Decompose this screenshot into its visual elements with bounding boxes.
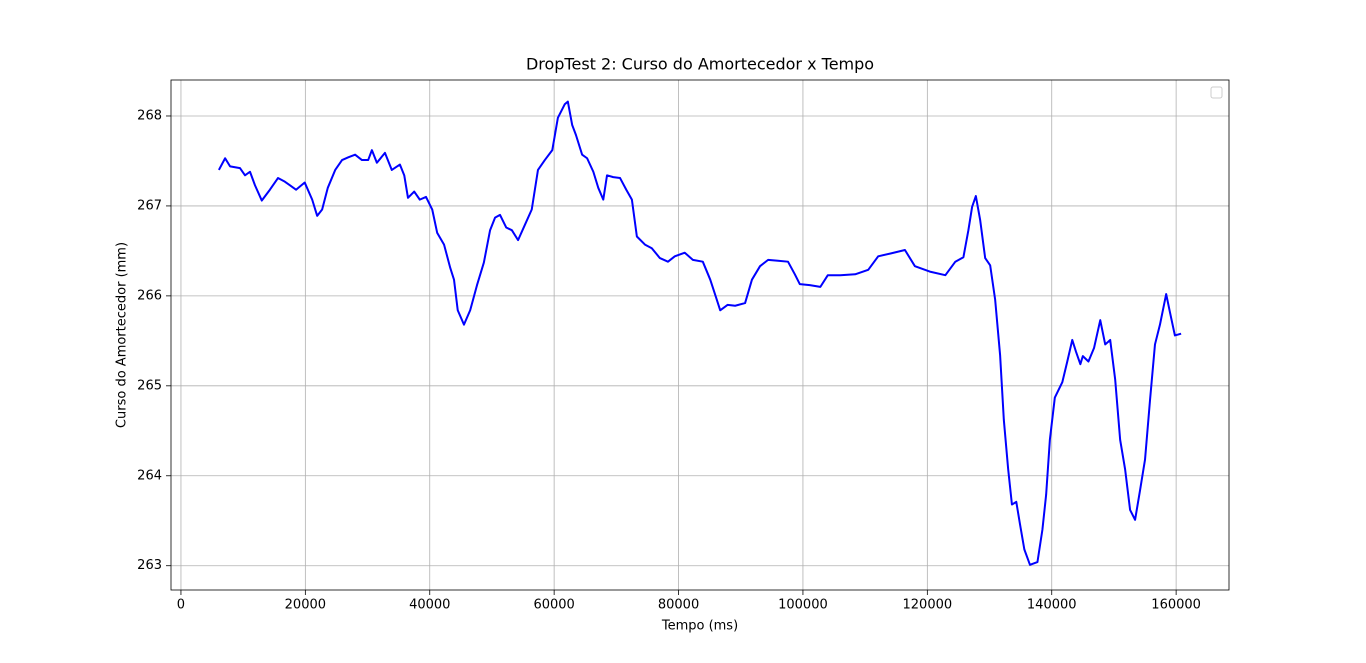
legend-box <box>1210 86 1223 99</box>
y-tick-label: 268 <box>137 108 162 123</box>
x-tick-label: 100000 <box>778 598 828 613</box>
plot-frame <box>170 79 1230 591</box>
x-tick-label: 60000 <box>533 598 574 613</box>
y-tick-label: 264 <box>137 468 162 483</box>
data-line <box>218 100 1182 566</box>
x-tick-label: 160000 <box>1151 598 1201 613</box>
x-tick-label: 20000 <box>285 598 326 613</box>
y-tick-label: 265 <box>137 378 162 393</box>
x-tick-label: 120000 <box>903 598 953 613</box>
x-tick-label: 40000 <box>409 598 450 613</box>
x-tick-label: 140000 <box>1027 598 1077 613</box>
chart-title: DropTest 2: Curso do Amortecedor x Tempo <box>526 55 874 74</box>
y-tick-label: 266 <box>137 288 162 303</box>
y-axis-label: Curso do Amortecedor (mm) <box>115 242 130 428</box>
y-tick-label: 267 <box>137 198 162 213</box>
x-tick-label: 80000 <box>658 598 699 613</box>
y-tick-label: 263 <box>137 558 162 573</box>
x-tick-label: 0 <box>177 598 185 613</box>
x-axis-label: Tempo (ms) <box>661 619 738 634</box>
